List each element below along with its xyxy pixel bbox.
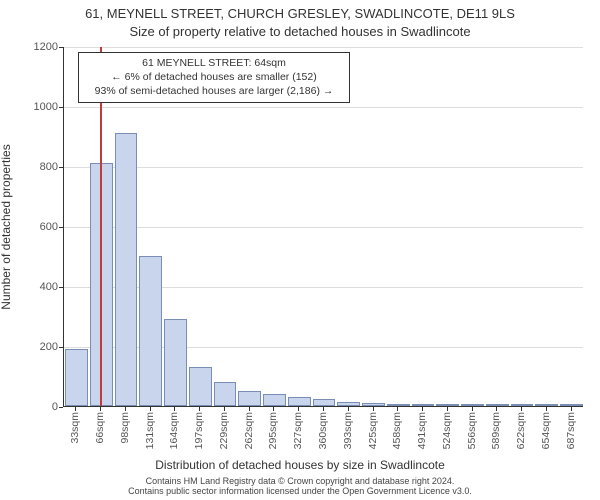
xtick-mark <box>447 407 448 411</box>
gridline-h <box>64 227 583 228</box>
xtick-mark <box>496 407 497 411</box>
histogram-bar <box>461 404 484 406</box>
chart-title-subtitle: Size of property relative to detached ho… <box>0 24 600 39</box>
ytick-label: 600 <box>18 221 58 233</box>
xtick-label: 458sqm <box>391 412 403 449</box>
histogram-bar <box>288 397 311 406</box>
xtick-label: 327sqm <box>292 412 304 449</box>
xtick-mark <box>546 407 547 411</box>
xtick-mark <box>521 407 522 411</box>
gridline-h <box>64 47 583 48</box>
xtick-label: 491sqm <box>416 412 428 449</box>
xtick-mark <box>571 407 572 411</box>
annotation-box: 61 MEYNELL STREET: 64sqm ← 6% of detache… <box>78 52 350 103</box>
y-axis-label: Number of detached properties <box>0 144 13 309</box>
xtick-label: 687sqm <box>565 412 577 449</box>
xtick-mark <box>273 407 274 411</box>
xtick-label: 425sqm <box>367 412 379 449</box>
histogram-bar <box>263 394 286 406</box>
xtick-mark <box>125 407 126 411</box>
xtick-mark <box>249 407 250 411</box>
histogram-bar <box>313 399 336 407</box>
histogram-bar <box>511 404 534 406</box>
ytick-label: 1200 <box>18 41 58 53</box>
ytick-label: 1000 <box>18 101 58 113</box>
ytick-label: 0 <box>18 401 58 413</box>
xtick-label: 556sqm <box>466 412 478 449</box>
xtick-label: 66sqm <box>94 412 106 444</box>
xtick-label: 360sqm <box>317 412 329 449</box>
xtick-label: 295sqm <box>267 412 279 449</box>
chart-title-address: 61, MEYNELL STREET, CHURCH GRESLEY, SWAD… <box>0 6 600 21</box>
ytick-mark <box>59 227 63 228</box>
histogram-bar <box>214 382 237 406</box>
xtick-mark <box>472 407 473 411</box>
histogram-bar <box>412 404 435 406</box>
ytick-mark <box>59 347 63 348</box>
ytick-label: 800 <box>18 161 58 173</box>
histogram-bar <box>387 404 410 406</box>
xtick-mark <box>422 407 423 411</box>
xtick-label: 524sqm <box>441 412 453 449</box>
xtick-mark <box>75 407 76 411</box>
histogram-bar <box>65 349 88 406</box>
annotation-line-1: 61 MEYNELL STREET: 64sqm <box>85 56 343 70</box>
xtick-mark <box>348 407 349 411</box>
footer-line-2: Contains public sector information licen… <box>128 486 472 496</box>
ytick-mark <box>59 287 63 288</box>
xtick-label: 131sqm <box>144 412 156 449</box>
xtick-label: 98sqm <box>119 412 131 444</box>
xtick-mark <box>174 407 175 411</box>
xtick-label: 262sqm <box>243 412 255 449</box>
xtick-label: 622sqm <box>515 412 527 449</box>
footer-line-1: Contains HM Land Registry data © Crown c… <box>146 476 455 486</box>
x-axis-label: Distribution of detached houses by size … <box>0 458 600 472</box>
chart-container: { "title": { "address": "61, MEYNELL STR… <box>0 0 600 500</box>
xtick-mark <box>199 407 200 411</box>
histogram-bar <box>486 404 509 406</box>
annotation-line-3: 93% of semi-detached houses are larger (… <box>85 84 343 98</box>
histogram-bar <box>164 319 187 406</box>
xtick-mark <box>397 407 398 411</box>
histogram-bar <box>337 402 360 407</box>
xtick-mark <box>150 407 151 411</box>
ytick-mark <box>59 47 63 48</box>
histogram-bar <box>139 256 162 406</box>
xtick-mark <box>373 407 374 411</box>
gridline-h <box>64 167 583 168</box>
annotation-line-2: ← 6% of detached houses are smaller (152… <box>85 70 343 84</box>
xtick-label: 589sqm <box>490 412 502 449</box>
histogram-bar <box>535 404 558 406</box>
histogram-bar <box>560 404 583 406</box>
xtick-mark <box>224 407 225 411</box>
ytick-mark <box>59 407 63 408</box>
histogram-bar <box>362 403 385 406</box>
gridline-h <box>64 107 583 108</box>
xtick-mark <box>100 407 101 411</box>
ytick-label: 400 <box>18 281 58 293</box>
xtick-mark <box>323 407 324 411</box>
xtick-label: 197sqm <box>193 412 205 449</box>
xtick-label: 393sqm <box>342 412 354 449</box>
footer-attribution: Contains HM Land Registry data © Crown c… <box>0 476 600 497</box>
histogram-bar <box>189 367 212 406</box>
xtick-label: 229sqm <box>218 412 230 449</box>
xtick-label: 654sqm <box>540 412 552 449</box>
ytick-mark <box>59 167 63 168</box>
xtick-label: 33sqm <box>69 412 81 444</box>
histogram-bar <box>238 391 261 406</box>
ytick-mark <box>59 107 63 108</box>
xtick-mark <box>298 407 299 411</box>
ytick-label: 200 <box>18 341 58 353</box>
histogram-bar <box>115 133 138 406</box>
histogram-bar <box>436 404 459 406</box>
xtick-label: 164sqm <box>168 412 180 449</box>
